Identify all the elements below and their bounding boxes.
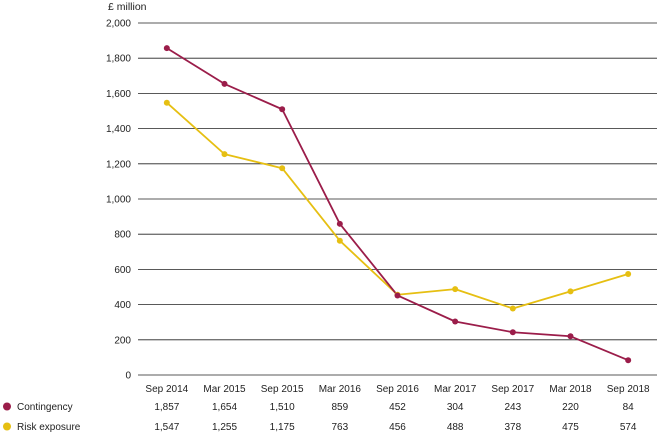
series-points [163,45,632,364]
table-cell-contingency: 1,857 [154,402,179,413]
table-cell-contingency: 84 [623,402,635,413]
y-tick-label: 600 [114,265,131,276]
table-cell-contingency: 1,510 [270,402,295,413]
legend-label-contingency: Contingency [17,402,73,413]
x-tick-label: Mar 2017 [434,384,477,395]
data-point-risk-exposure [336,237,343,244]
legend-marker-risk-exposure [3,422,11,431]
table-cell-risk-exposure: 456 [389,422,406,433]
y-tick-label: 400 [114,300,131,311]
y-tick-label: 1,800 [106,54,131,65]
table-cell-risk-exposure: 1,255 [212,422,237,433]
gridlines [138,22,657,376]
data-point-contingency [394,292,401,299]
x-tick-label: Sep 2016 [376,384,419,395]
data-point-risk-exposure [221,151,228,158]
legend-label-risk-exposure: Risk exposure [17,422,81,433]
data-point-contingency [625,357,632,364]
data-point-contingency [567,333,574,340]
legend-marker-contingency [3,402,11,411]
y-axis-ticks: 0 200 400 600 800 1,000 1,200 1,400 1,600 1,800 2,… [106,19,131,382]
data-point-contingency [163,45,170,52]
data-point-risk-exposure [567,288,574,295]
x-tick-label: Sep 2015 [261,384,304,395]
table-cell-contingency: 220 [562,402,579,413]
series-line-risk-exposure [166,102,629,310]
table-cell-risk-exposure: 574 [620,422,637,433]
table-cell-contingency: 452 [389,402,406,413]
table-cell-risk-exposure: 378 [504,422,521,433]
data-point-risk-exposure [452,286,459,293]
y-tick-label: 0 [125,371,131,382]
table-cell-risk-exposure: 1,547 [154,422,179,433]
y-tick-label: 1,000 [106,195,131,206]
y-tick-label: 1,400 [106,124,131,135]
data-point-contingency [452,318,459,325]
y-tick-label: 2,000 [106,19,131,30]
table-cell-contingency: 859 [331,402,348,413]
series-line-contingency [166,47,629,362]
data-point-contingency [221,80,228,87]
x-tick-label: Sep 2014 [145,384,188,395]
table-cell-contingency: 1,654 [212,402,237,413]
data-point-contingency [336,220,343,227]
table-cell-contingency: 243 [504,402,521,413]
y-tick-label: 800 [114,230,131,241]
legend-data-table: Contingency 1,857 1,654 1,510 859 452 304 243 22… [3,402,637,433]
y-tick-label: 1,200 [106,159,131,170]
y-axis-label: £ million [108,1,147,13]
x-tick-label: Mar 2016 [319,384,362,395]
x-tick-label: Mar 2018 [549,384,592,395]
x-tick-label: Mar 2015 [203,384,246,395]
x-tick-label: Sep 2017 [491,384,534,395]
y-tick-label: 200 [114,335,131,346]
table-cell-risk-exposure: 763 [331,422,348,433]
table-cell-risk-exposure: 488 [447,422,464,433]
table-cell-risk-exposure: 475 [562,422,579,433]
x-axis-ticks: Sep 2014 Mar 2015 Sep 2015 Mar 2016 Sep 2016… [145,384,650,395]
data-point-contingency [509,329,516,336]
data-point-risk-exposure [163,99,170,106]
series-lines [166,47,629,362]
data-point-contingency [279,106,286,113]
data-point-risk-exposure [625,270,632,277]
data-point-risk-exposure [279,165,286,172]
data-point-risk-exposure [509,305,516,312]
x-tick-label: Sep 2018 [607,384,650,395]
table-cell-contingency: 304 [447,402,464,413]
table-cell-risk-exposure: 1,175 [270,422,295,433]
y-tick-label: 1,600 [106,89,131,100]
